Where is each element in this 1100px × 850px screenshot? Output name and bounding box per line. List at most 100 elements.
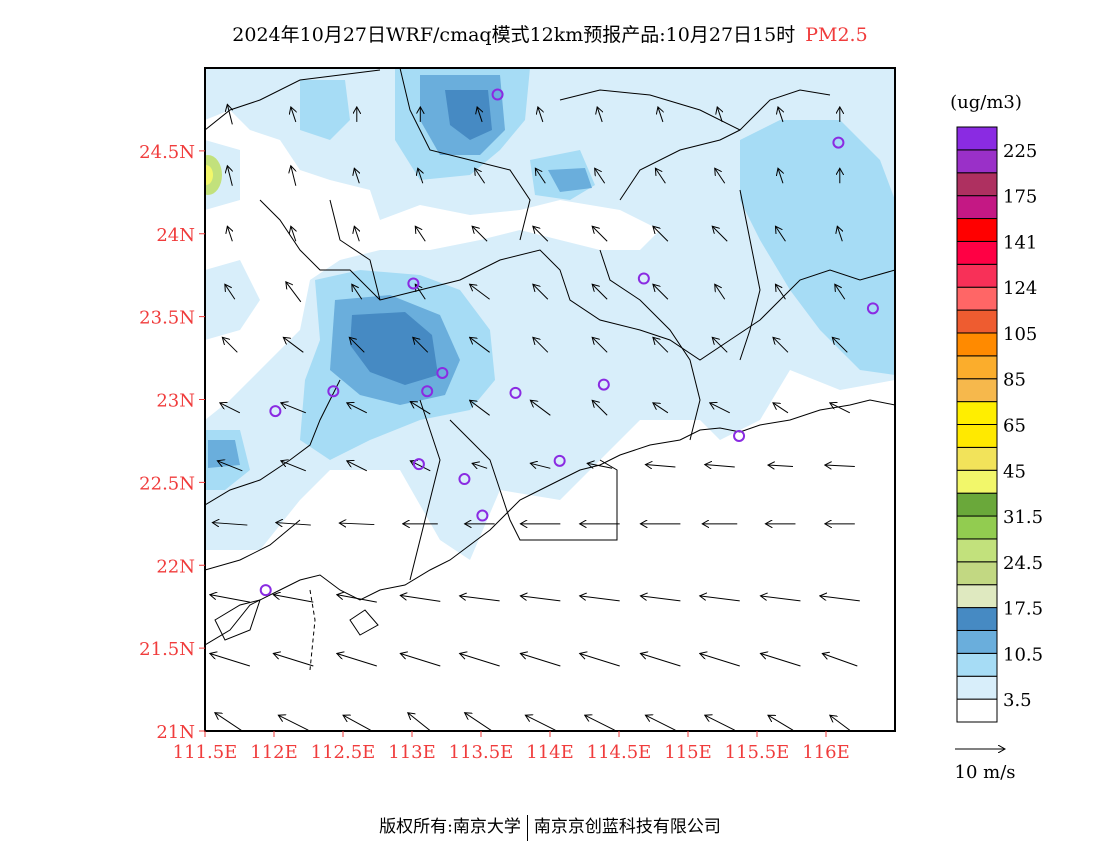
colorbar-swatch	[956, 652, 998, 677]
lon-tick-label: 114.5E	[587, 742, 652, 763]
station-marker	[412, 458, 425, 471]
lon-tick-label: 115E	[664, 742, 712, 763]
wind-arrow	[227, 104, 232, 125]
colorbar-swatch	[956, 629, 998, 654]
wind-arrow	[717, 107, 722, 123]
wind-arrow	[640, 596, 681, 602]
wind-arrow	[640, 653, 681, 667]
wind-arrow	[538, 107, 543, 123]
wind-arrow	[291, 226, 296, 242]
wind-arrow	[768, 715, 794, 731]
colorbar-swatch	[956, 424, 998, 448]
colorbar-label: 225	[1003, 141, 1037, 162]
colorbar-swatch	[956, 561, 998, 586]
wind-arrow	[347, 403, 368, 414]
lat-tick-label: 24N	[156, 225, 195, 246]
wind-arrow	[820, 596, 860, 602]
colorbar-swatch	[956, 286, 998, 311]
wind-arrow	[775, 284, 786, 300]
pm25-contour-17.5	[445, 90, 492, 140]
wind-arrow	[212, 523, 248, 526]
lat-tick-label: 24.5N	[139, 142, 195, 163]
station-marker	[327, 385, 340, 398]
wind-arrow	[273, 653, 314, 667]
wind-arrow	[832, 337, 848, 353]
wind-arrow	[460, 596, 500, 602]
colorbar-swatch	[956, 401, 998, 426]
wind-arrow	[712, 226, 728, 242]
lon-tick-label: 112E	[250, 742, 298, 763]
wind-arrow	[592, 226, 608, 242]
wind-arrow	[653, 284, 669, 300]
station-marker	[637, 272, 650, 285]
wind-arrow	[227, 226, 232, 242]
pm25-contour-10.5	[740, 120, 895, 375]
wind-arrow	[400, 595, 441, 602]
colorbar-swatch	[956, 378, 998, 403]
wind-arrow	[410, 402, 431, 415]
station-marker	[269, 405, 282, 418]
wind-arrow	[210, 595, 250, 603]
pm25-contour-17.5	[350, 312, 438, 385]
wind-arrow	[653, 403, 669, 414]
colorbar-swatch	[956, 172, 998, 197]
map-title: 2024年10月27日WRF/cmaq模式12km预报产品:10月27日15时 P…	[0, 20, 1100, 47]
station-marker	[259, 584, 272, 597]
pm25-contour-10.5	[300, 80, 350, 140]
colorbar-swatch	[956, 675, 998, 700]
wind-arrow	[760, 653, 801, 667]
station-marker	[866, 302, 879, 315]
wind-arrow	[220, 403, 241, 414]
wind-arrow	[705, 715, 735, 731]
colorbar-label: 17.5	[1003, 599, 1043, 620]
wind-arrow	[291, 166, 296, 186]
wind-arrow	[408, 713, 432, 731]
wind-arrow	[520, 653, 561, 667]
wind-arrow	[354, 168, 359, 184]
wind-arrow	[773, 403, 789, 414]
wind-arrow	[653, 226, 669, 242]
wind-arrow	[655, 168, 666, 184]
lon-tick-label: 111.5E	[173, 742, 238, 763]
map-axes: 111.5E 112E 112.5E 113E 113.5E 114E 114.5E 115E…	[139, 142, 850, 763]
concentration-field	[205, 68, 895, 731]
colorbar-swatch	[956, 149, 998, 174]
colorbar-swatch	[956, 515, 998, 540]
wind-arrow	[283, 337, 304, 353]
wind-arrow	[778, 168, 783, 184]
station-marker	[421, 385, 434, 398]
colorbar-label: 124	[1003, 278, 1037, 299]
coastline-borders	[205, 68, 895, 671]
wind-arrow	[715, 168, 726, 184]
wind-arrow	[210, 653, 250, 667]
wind-arrow	[592, 284, 608, 300]
wind-arrow	[715, 284, 726, 300]
wind-arrow	[217, 461, 243, 472]
wind-arrow	[273, 595, 314, 603]
colorbar: 3.5 10.5 17.5 24.5 31.5 45 65 85 105 124 141 175 225	[956, 126, 1043, 723]
wind-arrow	[760, 596, 801, 602]
wind-arrow	[597, 107, 602, 123]
wind-arrow	[530, 400, 551, 416]
wind-arrow	[535, 168, 546, 184]
wind-arrow	[347, 461, 368, 472]
wind-arrow	[592, 400, 608, 416]
wind-arrow	[354, 226, 359, 242]
wind-arrow	[835, 284, 846, 300]
wind-arrow	[530, 463, 551, 468]
wind-arrow	[525, 715, 556, 731]
wind-arrow	[592, 337, 608, 353]
wind-arrow	[477, 107, 482, 123]
title-variable: PM2.5	[805, 24, 868, 46]
wind-arrow	[587, 463, 613, 469]
lon-tick-label: 115.5E	[725, 742, 790, 763]
colorbar-swatch	[956, 355, 998, 380]
station-marker	[407, 277, 420, 290]
lon-tick-label: 113.5E	[449, 742, 514, 763]
station-marker	[832, 136, 845, 149]
wind-arrow	[291, 107, 296, 123]
colorbar-swatch	[956, 240, 998, 265]
wind-arrow	[645, 715, 676, 731]
wind-arrow	[580, 653, 620, 667]
station-marker	[436, 366, 449, 379]
